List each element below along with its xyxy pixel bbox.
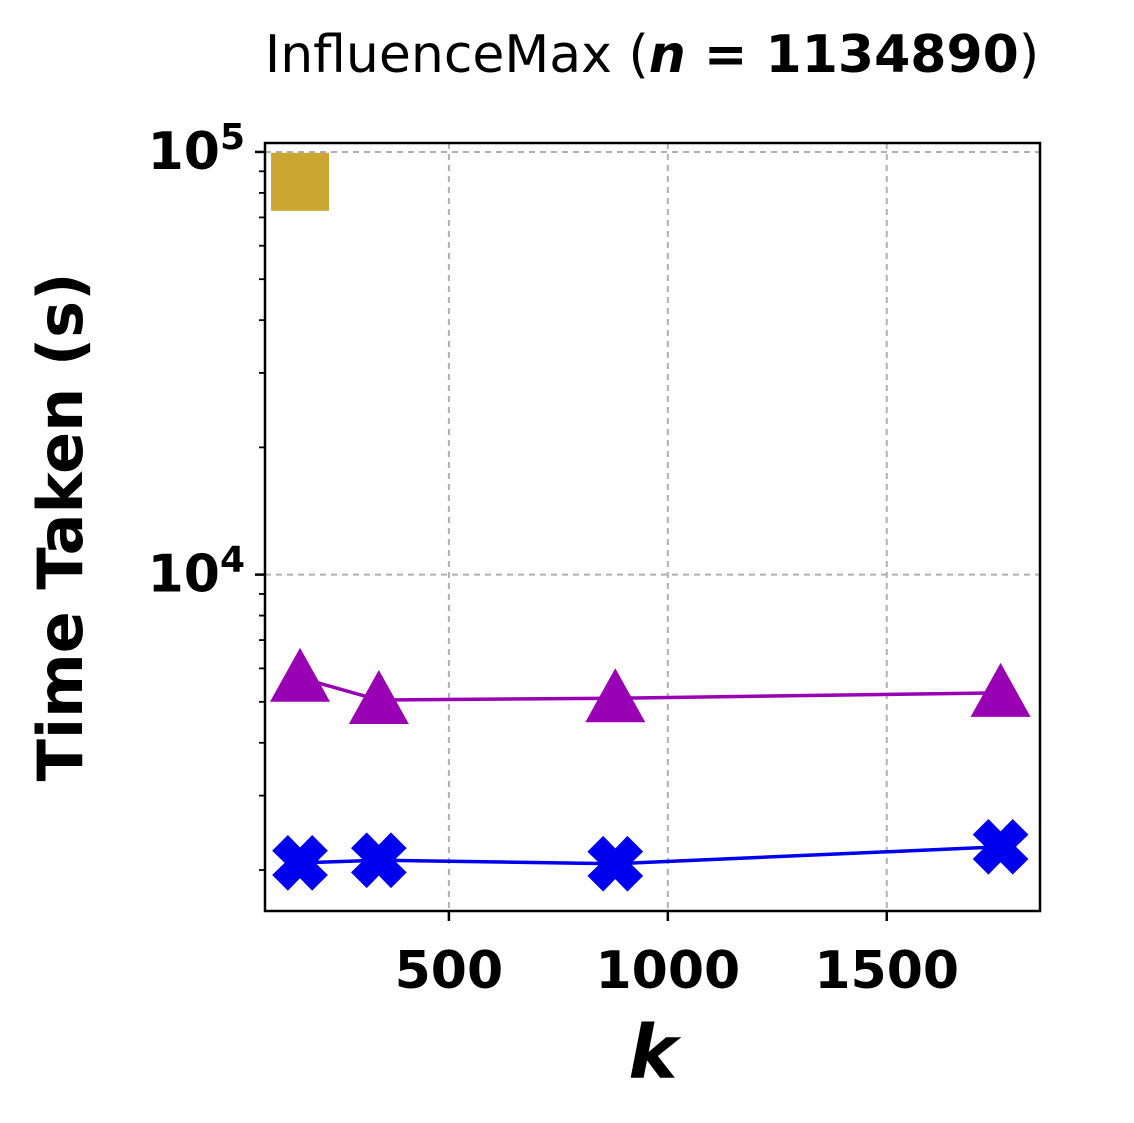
x-marker (587, 835, 644, 892)
y-axis-label: Time Taken (s) (24, 273, 97, 782)
triangle-marker (270, 647, 331, 702)
x-axis-label: k (628, 1010, 681, 1096)
x-marker (272, 834, 328, 891)
title-prefix: InfluenceMax ( (265, 25, 649, 85)
triangle-marker (970, 662, 1031, 717)
y-tick-base: 10 (148, 545, 220, 605)
title-suffix: ) (1019, 25, 1039, 85)
triangle-marker (585, 668, 646, 723)
y-tick-label: 104 (148, 540, 245, 605)
y-tick-exponent: 5 (220, 117, 245, 158)
series-line (299, 845, 1001, 866)
title-variable: n (649, 25, 686, 85)
x-tick-label: 1500 (814, 941, 959, 1001)
x-tick-label: 500 (395, 941, 504, 1001)
grid-lines (265, 143, 1040, 911)
title-value: 1134890 (766, 25, 1019, 85)
plot-frame (263, 141, 1042, 913)
series-layer (270, 152, 1031, 892)
title-equals: = (686, 25, 766, 85)
x-marker (972, 818, 1029, 875)
y-tick-base: 10 (148, 122, 220, 182)
x-tick-label: 1000 (595, 941, 740, 1001)
chart-title: InfluenceMax (n = 1134890) (265, 25, 1039, 85)
y-tick-exponent: 4 (220, 540, 245, 581)
series-line (299, 676, 1001, 702)
square-marker (271, 152, 330, 211)
x-marker (350, 832, 407, 889)
y-tick-label: 105 (148, 117, 245, 182)
axis-ticks (255, 150, 889, 921)
triangle-marker (348, 670, 409, 725)
